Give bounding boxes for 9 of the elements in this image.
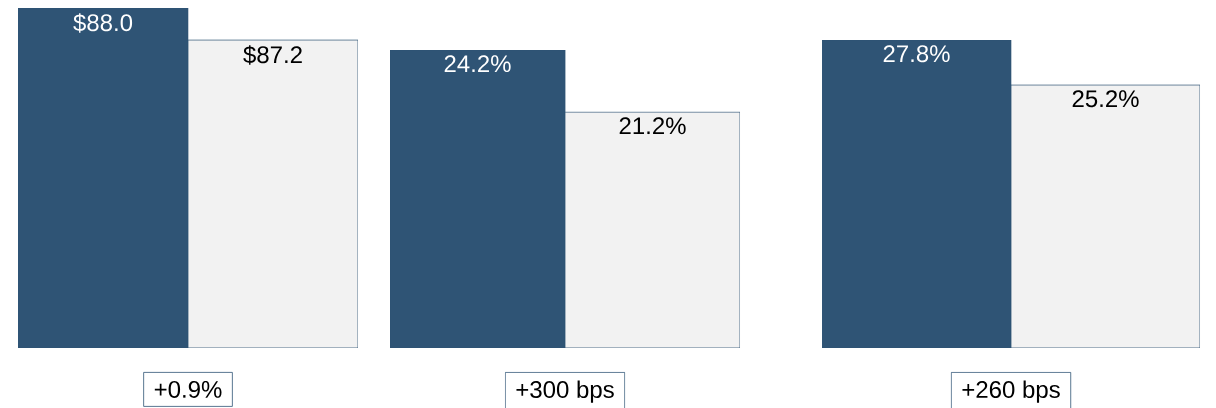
text: +260 bps — [962, 380, 1060, 403]
data-label: $88.0 — [73, 13, 133, 33]
data-label: 24.2% — [444, 55, 511, 73]
data-label: 27.8% — [883, 45, 950, 63]
text: +0.9% — [154, 380, 222, 398]
text: +300 bps — [516, 380, 614, 403]
data-label: $87.2 — [243, 45, 302, 65]
data-label: 25.2% — [1072, 90, 1139, 108]
data-label: 21.2% — [619, 117, 686, 135]
